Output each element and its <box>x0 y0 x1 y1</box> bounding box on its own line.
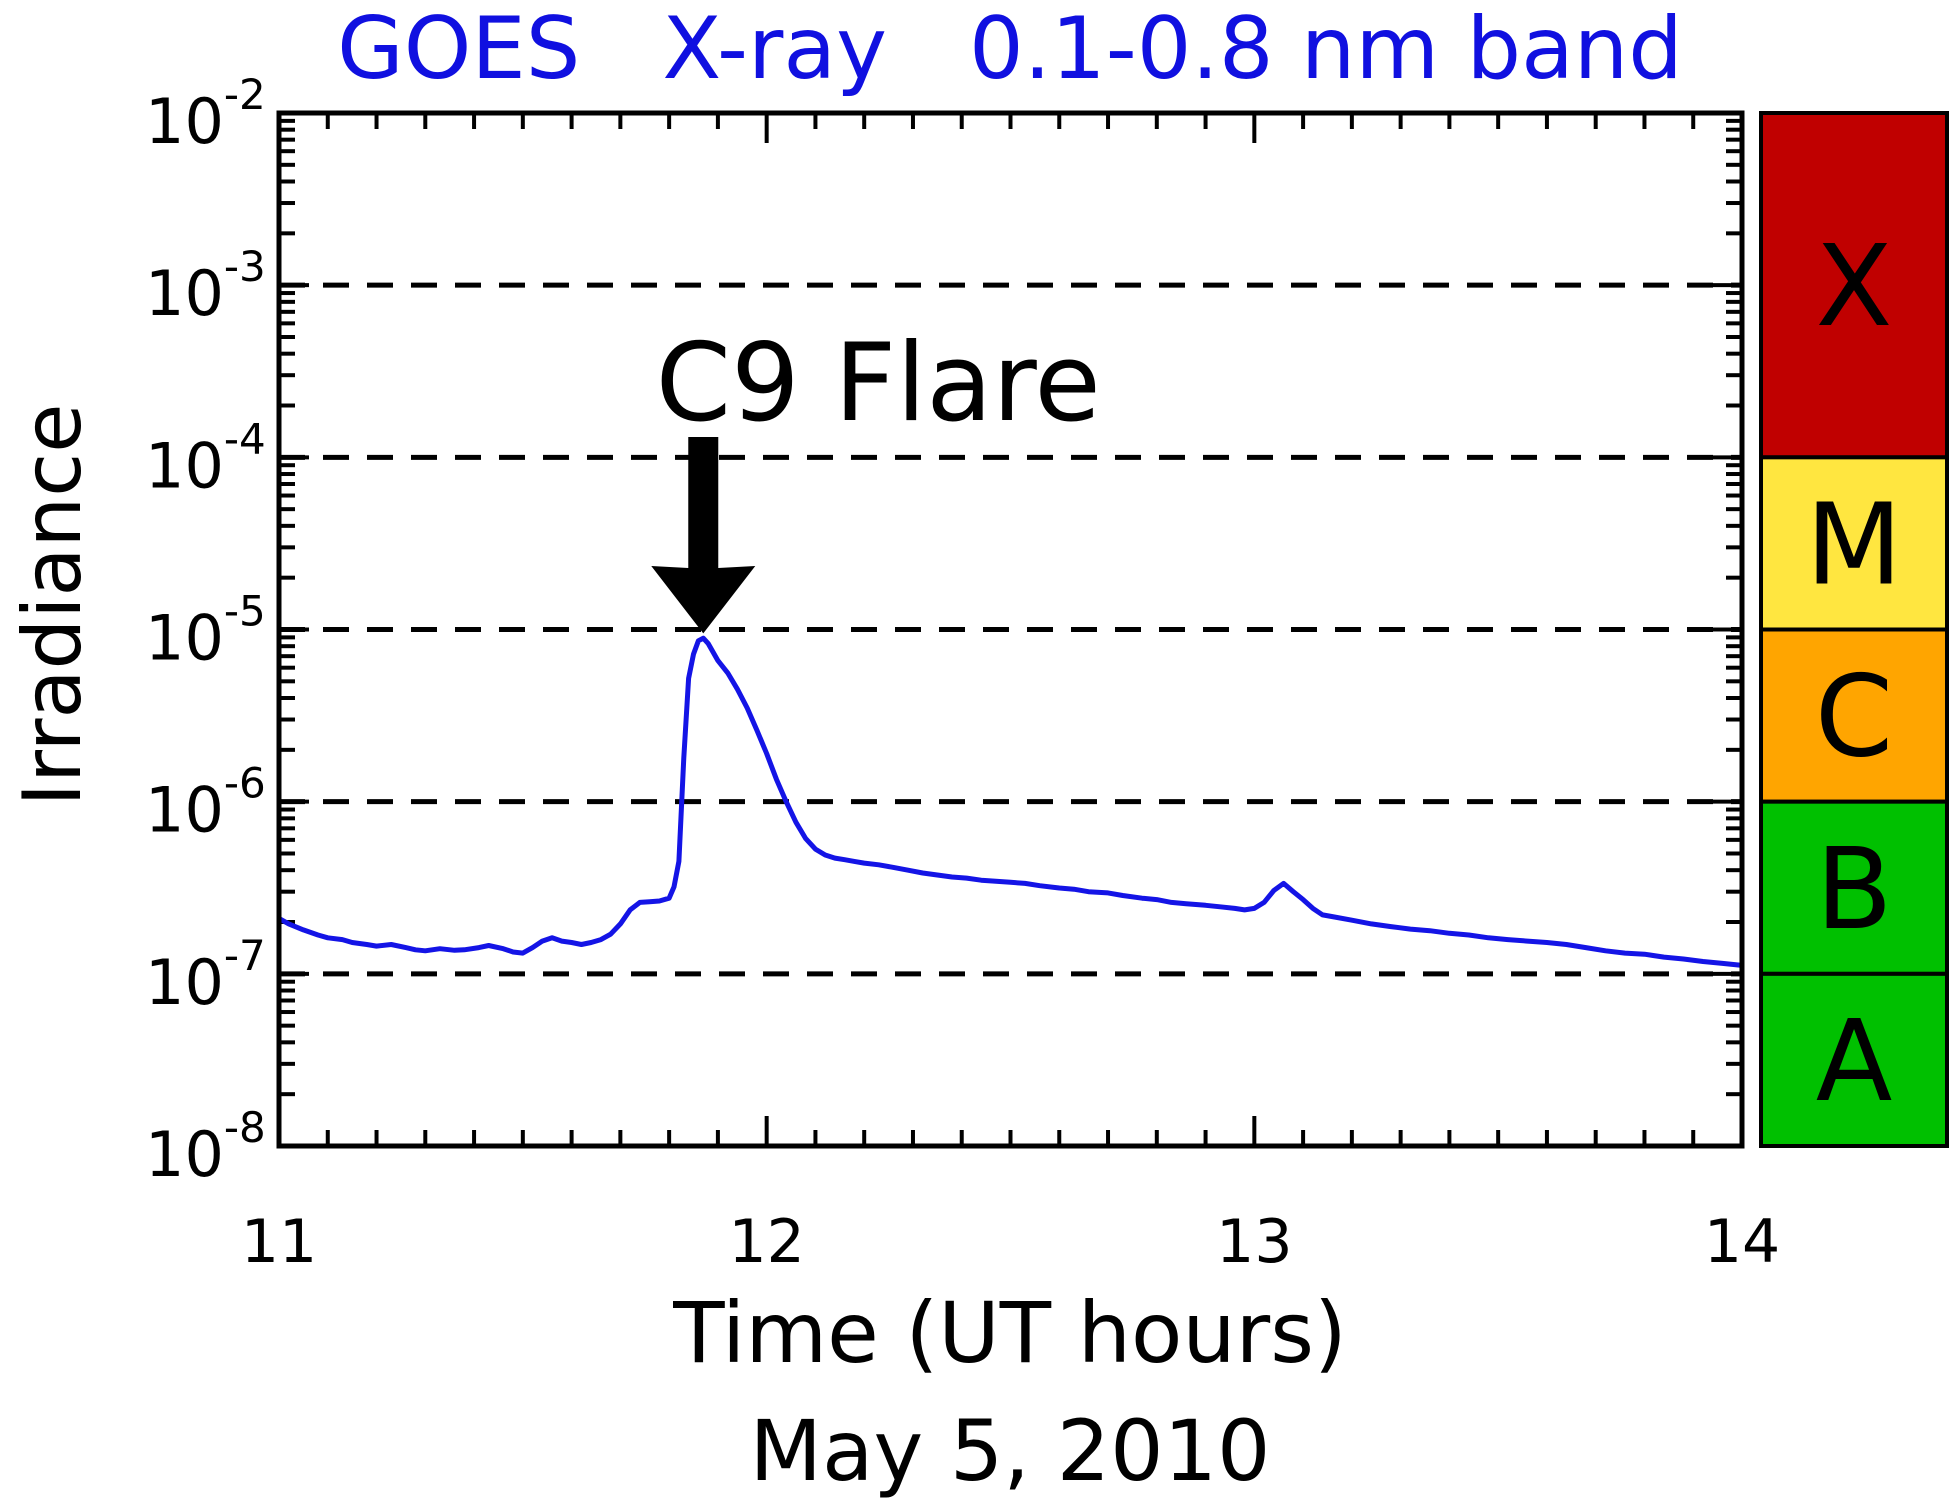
x-tick-label: 13 <box>1216 1207 1292 1277</box>
x-tick-label: 14 <box>1704 1207 1780 1277</box>
class-band-m <box>1759 455 1949 632</box>
x-tick-label: 12 <box>728 1207 804 1277</box>
y-tick-label: 10-7 <box>145 931 266 1019</box>
y-tick-label: 10-8 <box>145 1103 266 1191</box>
y-tick-label: 10-5 <box>145 587 266 675</box>
y-tick-labels: 10-810-710-610-510-410-310-2 <box>145 70 266 1191</box>
y-tick-base: 10 <box>145 429 224 502</box>
class-band-b <box>1759 799 1949 976</box>
y-tick-exponent: -4 <box>224 414 266 463</box>
x-tick-label: 11 <box>241 1207 317 1277</box>
x-tick-labels: 11 12 13 14 <box>241 1207 1780 1277</box>
class-label-b: B <box>1816 825 1893 955</box>
annotation-arrow <box>651 437 756 634</box>
y-tick-exponent: -8 <box>224 1103 266 1152</box>
class-band-c <box>1759 627 1949 804</box>
class-band-x <box>1759 111 1949 460</box>
annotation-label: C9 Flare <box>656 321 1101 446</box>
class-label-a: A <box>1816 997 1893 1127</box>
series-line <box>277 635 1743 968</box>
class-label-x: X <box>1816 222 1893 352</box>
class-label-m: M <box>1806 480 1903 610</box>
date-label: May 5, 2010 <box>750 1402 1271 1500</box>
y-tick-exponent: -3 <box>224 242 266 291</box>
y-tick-base: 10 <box>145 1118 224 1191</box>
y-tick-base: 10 <box>145 85 224 158</box>
y-tick-exponent: -7 <box>224 931 266 980</box>
flare-annotation: C9 Flare <box>651 321 1101 634</box>
grid-lines <box>279 282 1742 977</box>
y-tick-exponent: -2 <box>224 70 266 119</box>
y-tick-exponent: -6 <box>224 759 266 808</box>
y-tick-base: 10 <box>145 946 224 1019</box>
minor-ticks <box>277 113 1744 1148</box>
y-tick-label: 10-6 <box>145 759 266 847</box>
y-tick-label: 10-4 <box>145 414 266 502</box>
class-label-c: C <box>1815 653 1893 783</box>
x-axis-label: Time (UT hours) <box>672 1284 1346 1382</box>
y-tick-base: 10 <box>145 257 224 330</box>
chart-title: GOES X-ray 0.1-0.8 nm band <box>337 0 1683 99</box>
plot-frame <box>276 110 1745 1149</box>
y-tick-exponent: -5 <box>224 587 266 636</box>
y-axis-label: Irradiance <box>6 404 99 807</box>
y-tick-base: 10 <box>145 774 224 847</box>
y-tick-label: 10-3 <box>145 242 266 330</box>
y-tick-base: 10 <box>145 602 224 675</box>
series-layer <box>277 635 1743 968</box>
class-band-a <box>1759 971 1949 1148</box>
y-tick-label: 10-2 <box>145 70 266 158</box>
